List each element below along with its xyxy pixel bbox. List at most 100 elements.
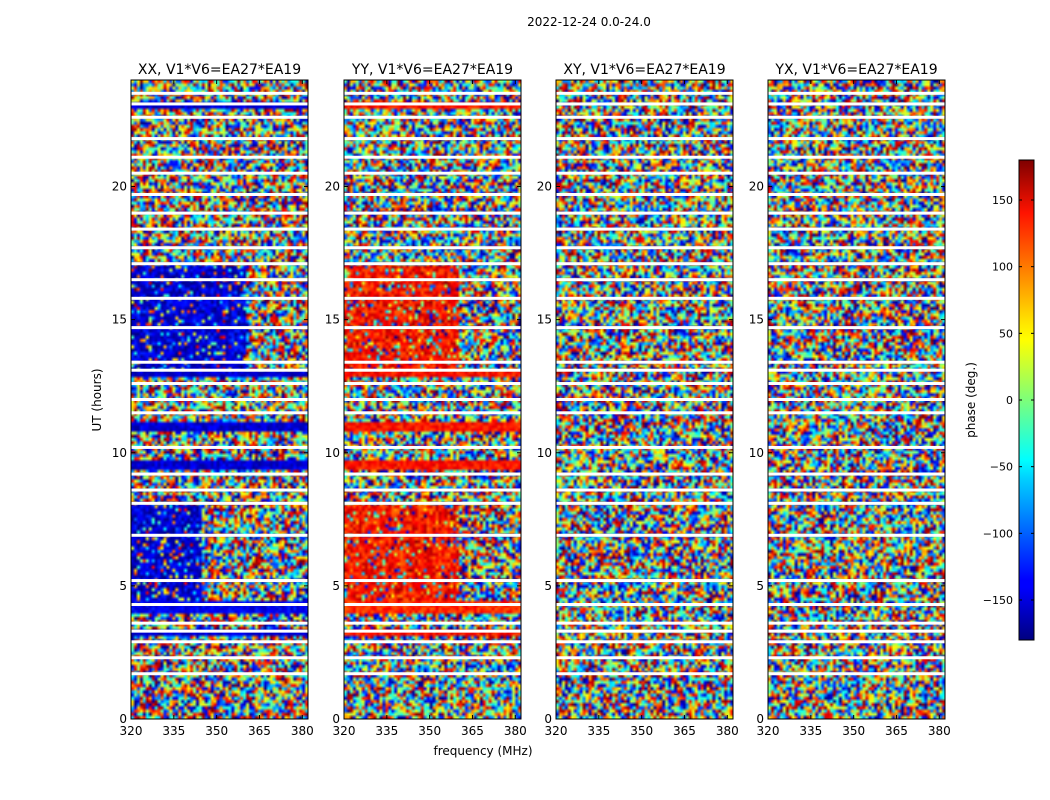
- flag-gap: [344, 227, 521, 231]
- flag-gap: [344, 656, 521, 660]
- flag-gap: [556, 115, 733, 119]
- x-tick-label: 335: [587, 724, 610, 738]
- x-tick-label: 335: [162, 724, 185, 738]
- flag-gap: [768, 533, 945, 537]
- colorbar-tick-label: −100: [983, 527, 1013, 540]
- y-tick-label: 20: [537, 180, 552, 194]
- flag-gap: [556, 278, 733, 282]
- flag-gap: [344, 672, 521, 676]
- flag-gap: [768, 262, 945, 266]
- flag-gap: [131, 115, 308, 119]
- flag-gap: [344, 621, 521, 625]
- colorbar-ticks: 150 100 50 0 −50 −100 −150: [983, 194, 1034, 607]
- flag-gap: [556, 155, 733, 159]
- flag-gap: [344, 501, 521, 505]
- y-tick-label: 10: [112, 446, 127, 460]
- x-tick-label: 365: [673, 724, 696, 738]
- flag-gap: [556, 360, 733, 364]
- flag-gap: [768, 278, 945, 282]
- flag-gap: [768, 137, 945, 141]
- flag-gap: [768, 656, 945, 660]
- x-tick-label: 335: [799, 724, 822, 738]
- flag-gap: [768, 296, 945, 300]
- flag-gap: [344, 629, 521, 633]
- flag-gap: [556, 246, 733, 250]
- flag-gap: [556, 211, 733, 215]
- x-tick-label: 320: [120, 724, 143, 738]
- flag-gap: [768, 629, 945, 633]
- x-tick-label: 335: [375, 724, 398, 738]
- panel-frame: [767, 79, 946, 720]
- panel-frame: [130, 79, 309, 720]
- flag-gap: [344, 246, 521, 250]
- flag-gap: [131, 621, 308, 625]
- x-tick-label: 380: [291, 724, 314, 738]
- flag-gap: [768, 246, 945, 250]
- flag-gap: [344, 115, 521, 119]
- flag-gap: [131, 656, 308, 660]
- flag-gap: [556, 227, 733, 231]
- flag-gap: [768, 326, 945, 330]
- y-tick-label: 15: [537, 313, 552, 327]
- y-tick-label: 0: [119, 712, 127, 726]
- flag-gap: [344, 262, 521, 266]
- flag-gap: [768, 171, 945, 175]
- flag-gap: [556, 501, 733, 505]
- flag-gap: [344, 171, 521, 175]
- flag-gap: [131, 91, 308, 95]
- y-tick-label: 10: [325, 446, 340, 460]
- flag-gap: [768, 501, 945, 505]
- panels-group: XX, V1*V6=EA27*EA19 320 335 350 365 380 0 5 10 15…: [112, 62, 951, 738]
- x-tick-label: 350: [418, 724, 441, 738]
- y-tick-label: 5: [756, 579, 764, 593]
- panel-2: YY, V1*V6=EA27*EA19 320 335 350 365 380 0 5 10 15…: [325, 62, 527, 738]
- flag-gap: [344, 278, 521, 282]
- x-tick-label: 365: [461, 724, 484, 738]
- flag-gap: [768, 368, 945, 372]
- flag-gap: [131, 368, 308, 372]
- flag-gap: [556, 621, 733, 625]
- flag-gap: [131, 262, 308, 266]
- flag-gap: [556, 192, 733, 196]
- flag-gap: [344, 326, 521, 330]
- flag-gap: [556, 411, 733, 415]
- colorbar-tick-label: −150: [983, 594, 1013, 607]
- x-tick-label: 365: [248, 724, 271, 738]
- flag-gap: [344, 91, 521, 95]
- flag-gap: [131, 155, 308, 159]
- x-tick-label: 320: [545, 724, 568, 738]
- flag-gap: [131, 603, 308, 607]
- flag-gap: [556, 672, 733, 676]
- flag-gap: [344, 102, 521, 106]
- flag-gap: [768, 155, 945, 159]
- y-tick-label: 20: [749, 180, 764, 194]
- flag-gap: [131, 382, 308, 386]
- flag-gap: [131, 102, 308, 106]
- x-tick-label: 365: [885, 724, 908, 738]
- flag-gap: [768, 115, 945, 119]
- flag-gap: [556, 171, 733, 175]
- y-tick-label: 5: [119, 579, 127, 593]
- flag-gap: [344, 137, 521, 141]
- flag-gap: [556, 472, 733, 476]
- flag-gap: [131, 227, 308, 231]
- colorbar: 150 100 50 0 −50 −100 −150 phase (deg.): [964, 159, 1035, 641]
- flag-gap: [556, 398, 733, 401]
- flag-gap: [556, 262, 733, 266]
- colorbar-tick-label: 150: [992, 194, 1013, 207]
- flag-gap: [131, 192, 308, 196]
- panel-title: YY, V1*V6=EA27*EA19: [351, 62, 513, 78]
- flag-gap: [556, 326, 733, 330]
- panel-3: XY, V1*V6=EA27*EA19 320 335 350 365 380 0 5 10 15…: [537, 62, 739, 738]
- flag-gap: [131, 533, 308, 537]
- flag-gap: [131, 278, 308, 282]
- flag-gap: [768, 411, 945, 415]
- flag-gap: [768, 91, 945, 95]
- flag-gap: [556, 296, 733, 300]
- flag-gap: [131, 411, 308, 415]
- flag-gap: [768, 360, 945, 364]
- flag-gap: [768, 382, 945, 386]
- flag-gap: [768, 227, 945, 231]
- flag-gap: [556, 382, 733, 386]
- x-axis-label: frequency (MHz): [433, 744, 532, 758]
